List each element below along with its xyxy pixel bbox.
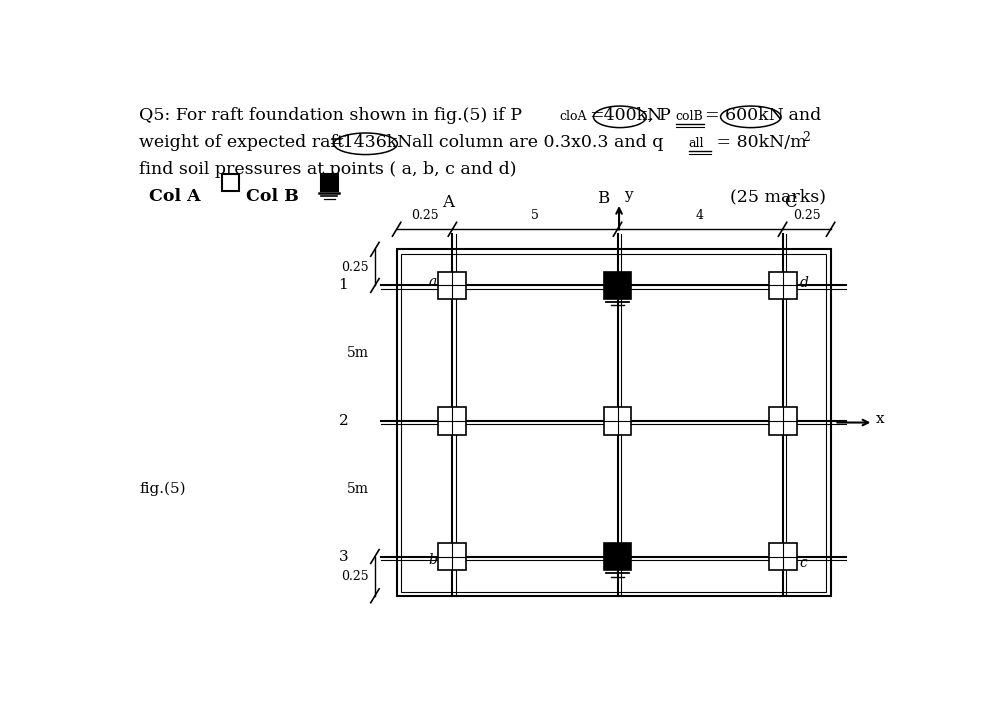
Text: fig.(5): fig.(5) [139, 482, 185, 496]
Text: , P: , P [648, 107, 670, 124]
Bar [438, 543, 466, 570]
Bar [401, 254, 826, 592]
Bar [768, 272, 796, 299]
Text: y: y [623, 188, 631, 201]
Bar [603, 407, 631, 435]
Text: x: x [875, 412, 884, 426]
Bar [603, 272, 631, 299]
Text: 3: 3 [338, 549, 348, 564]
Text: A: A [441, 194, 453, 211]
Bar [603, 543, 631, 570]
Text: 2: 2 [802, 131, 809, 144]
Text: 5: 5 [530, 209, 538, 222]
Text: 2: 2 [338, 414, 348, 428]
Text: a: a [428, 275, 437, 289]
Text: 0.25: 0.25 [410, 209, 438, 222]
Text: 1: 1 [338, 278, 348, 293]
Text: b: b [428, 554, 437, 567]
Text: colB: colB [675, 110, 702, 123]
Text: cloA: cloA [559, 110, 586, 123]
Text: all column are 0.3x0.3 and q: all column are 0.3x0.3 and q [401, 134, 663, 151]
Text: Col B: Col B [245, 189, 298, 206]
Text: = 600kN: = 600kN [704, 107, 783, 124]
Bar [396, 250, 830, 596]
Text: =1436kN: =1436kN [328, 134, 413, 151]
Bar [438, 272, 466, 299]
Bar [222, 174, 239, 191]
Text: 4: 4 [695, 209, 703, 222]
Text: Col A: Col A [148, 189, 200, 206]
Text: c: c [799, 556, 807, 570]
Text: B: B [597, 190, 609, 207]
Text: Q5: For raft foundation shown in fig.(5) if P: Q5: For raft foundation shown in fig.(5)… [139, 107, 522, 124]
Text: all: all [688, 137, 703, 150]
Text: C: C [784, 194, 796, 211]
Bar [768, 543, 796, 570]
Text: 5m: 5m [347, 346, 369, 360]
Text: weight of expected raft: weight of expected raft [139, 134, 350, 151]
Text: and: and [782, 107, 820, 124]
Bar [438, 407, 466, 435]
Bar [768, 407, 796, 435]
Text: 0.25: 0.25 [341, 261, 369, 274]
Text: find soil pressures at points ( a, b, c and d): find soil pressures at points ( a, b, c … [139, 161, 516, 178]
Text: d: d [799, 276, 808, 290]
Text: 5m: 5m [347, 482, 369, 495]
Text: 0.25: 0.25 [341, 569, 369, 583]
Text: = 80kN/m: = 80kN/m [710, 134, 806, 151]
Text: (25 marks): (25 marks) [729, 189, 825, 206]
Bar [321, 174, 338, 191]
Text: 0.25: 0.25 [792, 209, 820, 222]
Text: =400kN: =400kN [588, 107, 661, 124]
